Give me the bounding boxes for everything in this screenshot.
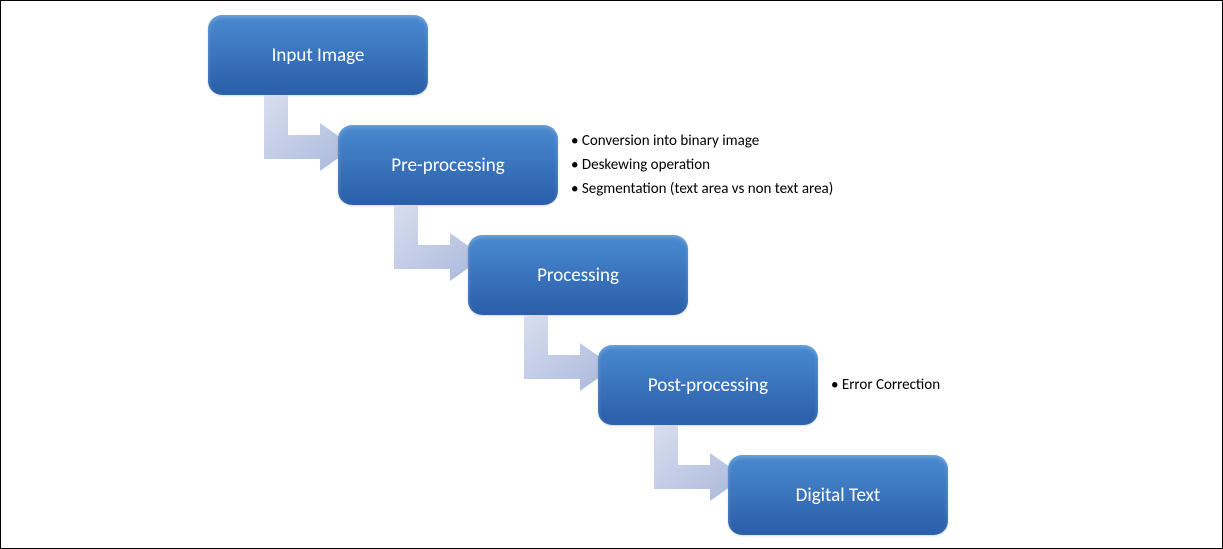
bullet-item: Segmentation (text area vs non text area…	[571, 177, 833, 201]
flowchart-node-digital-text: Digital Text	[728, 455, 948, 535]
node-label: Input Image	[272, 44, 365, 67]
node-label: Digital Text	[796, 484, 881, 507]
flowchart-node-post-processing: Post-processing	[598, 345, 818, 425]
bullet-item: Error Correction	[831, 373, 940, 397]
flowchart-canvas: Input Image Pre-processing Conversion in…	[1, 1, 1222, 548]
bullet-item: Conversion into binary image	[571, 129, 833, 153]
flowchart-node-processing: Processing	[468, 235, 688, 315]
flowchart-node-pre-processing: Pre-processing	[338, 125, 558, 205]
node-label: Processing	[537, 264, 619, 287]
node-bullets-post-processing: Error Correction	[831, 373, 940, 397]
node-label: Pre-processing	[391, 154, 504, 177]
flowchart-node-input-image: Input Image	[208, 15, 428, 95]
node-bullets-pre-processing: Conversion into binary image Deskewing o…	[571, 129, 833, 201]
bullet-item: Deskewing operation	[571, 153, 833, 177]
node-label: Post-processing	[648, 374, 768, 397]
